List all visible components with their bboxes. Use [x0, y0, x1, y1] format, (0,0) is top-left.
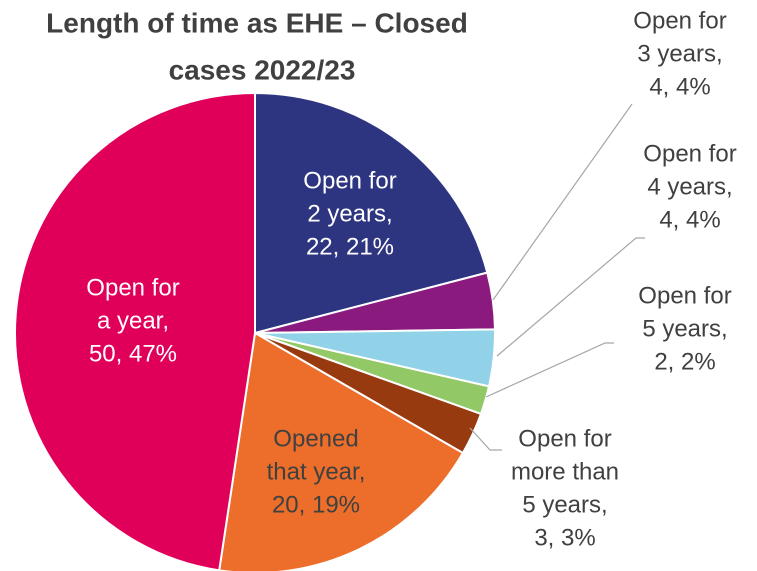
- data-label: Open for: [86, 274, 179, 301]
- data-label: 3 years,: [637, 40, 722, 67]
- data-label: Open for: [643, 140, 736, 167]
- pie: [14, 91, 496, 571]
- leader-line: [485, 342, 614, 398]
- chart-title: Length of time as EHE – Closed: [46, 7, 468, 38]
- data-label: 3, 3%: [534, 524, 595, 551]
- data-label: 50, 47%: [89, 340, 177, 367]
- data-label: 4, 4%: [659, 206, 720, 233]
- leader-line: [469, 427, 502, 451]
- data-label: more than: [511, 458, 619, 485]
- leader-line: [496, 237, 645, 357]
- data-label: 22, 21%: [306, 233, 394, 260]
- data-label: Opened: [273, 425, 358, 452]
- leader-line: [492, 103, 633, 301]
- data-label: Open for: [638, 282, 731, 309]
- pie-slice: [14, 91, 256, 571]
- data-label: Open for: [633, 7, 726, 34]
- data-label: 4, 4%: [649, 73, 710, 100]
- data-label: a year,: [97, 307, 169, 334]
- data-label: 20, 19%: [272, 491, 360, 518]
- data-label: 4 years,: [647, 173, 732, 200]
- chart-title: cases 2022/23: [169, 54, 356, 85]
- data-label: 2, 2%: [654, 348, 715, 375]
- data-label: Open for: [303, 167, 396, 194]
- data-label: that year,: [267, 458, 366, 485]
- data-label: 5 years,: [522, 491, 607, 518]
- data-label: 2 years,: [307, 200, 392, 227]
- data-label: Open for: [518, 425, 611, 452]
- pie-slice: [254, 91, 489, 335]
- data-label: 5 years,: [642, 315, 727, 342]
- pie-slice: [218, 331, 465, 571]
